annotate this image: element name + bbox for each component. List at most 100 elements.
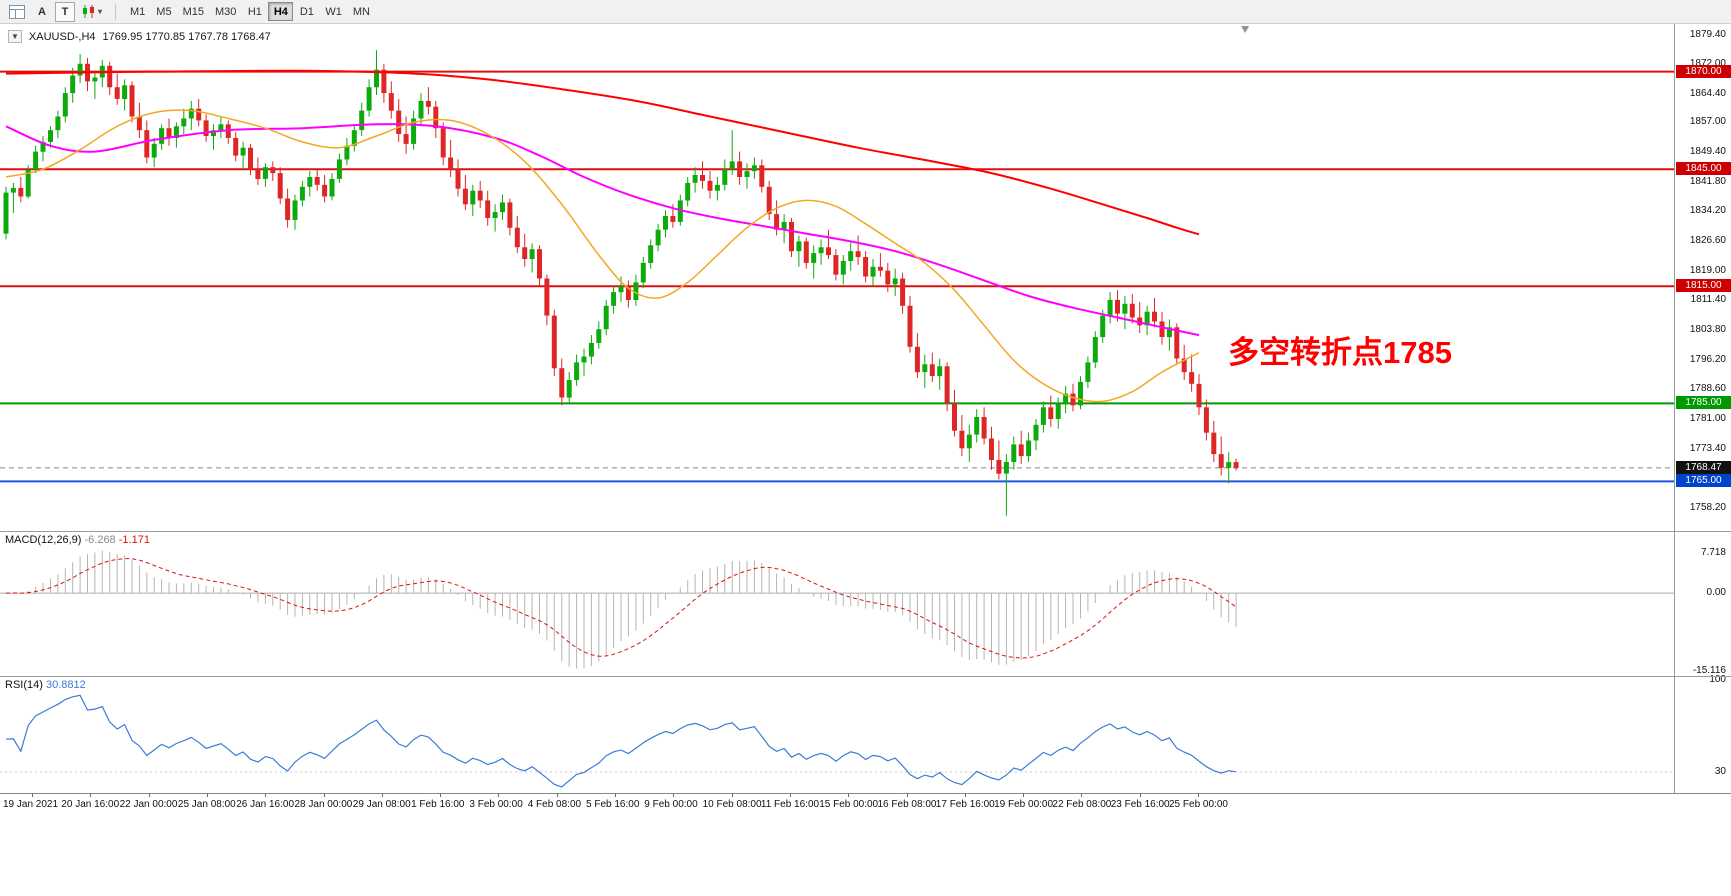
time-label: 15 Feb 00:00 [819,799,879,810]
price-tick-label: 1826.60 [1689,235,1726,246]
time-tick [323,794,325,797]
time-label: 19 Jan 2021 [3,799,59,810]
time-tick [498,794,500,797]
time-tick [32,794,33,797]
timeframe-h1-button[interactable]: H1 [242,2,267,21]
pane-separator [0,676,1731,677]
time-tick [90,794,92,797]
time-tick [148,794,150,797]
macd-main-value: -6.268 [84,534,116,546]
rsi-indicator-chart[interactable] [0,676,1674,793]
time-label: 25 Jan 08:00 [177,799,236,810]
timeframe-m1-button[interactable]: M1 [125,2,150,21]
price-tick-label: 1849.40 [1689,146,1726,157]
timeframe-m30-button[interactable]: M30 [210,2,241,21]
price-tick-label: 1811.40 [1690,294,1726,306]
time-label: 10 Feb 08:00 [702,799,762,810]
price-tick-label: 1788.60 [1689,383,1726,395]
time-tick [615,794,616,797]
time-label: 17 Feb 16:00 [935,799,995,810]
chevron-down-icon: ▾ [98,7,103,16]
symbol-dropdown-icon[interactable]: ▼ [8,30,22,43]
price-badge: 1765.00 [1676,474,1731,488]
timeframe-m5-button[interactable]: M5 [151,2,176,21]
time-label: 22 Jan 00:00 [119,799,178,810]
timeframe-buttons: M1 M5 M15 M30 H1 H4 D1 W1 MN [125,2,375,21]
indicators-dropdown-button[interactable]: ▾ [78,2,106,22]
time-tick [265,794,267,797]
timeframe-m15-button[interactable]: M15 [178,2,209,21]
price-badge: 1768.47 [1676,460,1731,474]
grid-icon [9,4,25,19]
time-label: 26 Jan 16:00 [236,799,295,810]
price-tick-label: 1803.80 [1689,324,1726,335]
chart-grid-icon[interactable] [5,2,29,22]
time-label: 1 Feb 16:00 [411,799,465,810]
rsi-axis-label: 30 [1714,766,1726,777]
time-label: 4 Feb 08:00 [527,799,582,810]
time-label: 22 Feb 08:00 [1052,799,1112,810]
macd-label: MACD(12,26,9) -6.268 -1.171 [5,534,150,546]
time-label: 20 Jan 16:00 [61,799,120,810]
macd-signal-value: -1.171 [118,534,150,546]
cursor-tool-button[interactable]: A [32,2,52,22]
macd-indicator-chart[interactable] [0,531,1674,676]
price-badge: 1815.00 [1676,279,1731,293]
toolbar-separator [115,3,117,20]
price-tick-label: 1796.20 [1689,353,1726,365]
time-label: 16 Feb 08:00 [877,799,937,810]
chart-title: ▼ XAUUSD-,H4 1769.95 1770.85 1767.78 176… [8,30,271,43]
macd-axis-label: -15.116 [1692,665,1726,677]
time-label: 5 Feb 16:00 [586,799,640,810]
macd-axis-label: 0.00 [1706,587,1726,599]
price-scale[interactable]: 1879.40 1872.00 1864.40 1857.00 1849.40 1841.… [1674,24,1731,793]
price-tick-label: 1857.00 [1689,116,1726,128]
price-badge: 1785.00 [1676,396,1731,410]
rsi-name: RSI(14) [5,679,43,691]
text-tool-button[interactable]: T [55,1,75,22]
annotation-text: 多空转折点1785 [1228,335,1452,370]
time-label: 19 Feb 00:00 [994,799,1054,810]
price-tick-label: 1841.80 [1689,175,1726,187]
pane-separator [0,531,1731,532]
rsi-value: 30.8812 [45,679,86,691]
price-badge: 1845.00 [1676,162,1731,176]
symbol-period-label: XAUUSD-,H4 [28,30,96,43]
time-tick [789,794,791,797]
time-tick [1198,794,1199,797]
time-tick [1081,794,1083,797]
price-tick-label: 1819.00 [1689,264,1726,276]
timeframe-mn-button[interactable]: MN [348,2,375,21]
time-tick [440,794,442,797]
time-tick [906,794,908,797]
time-axis[interactable]: 19 Jan 2021 20 Jan 16:00 22 Jan 00:00 25 Ja… [0,793,1731,814]
timeframe-h4-button[interactable]: H4 [268,2,294,21]
timeframe-w1-button[interactable]: W1 [320,2,347,21]
time-tick [1139,794,1141,797]
chart-area: ▼ XAUUSD-,H4 1769.95 1770.85 1767.78 176… [0,24,1731,896]
price-tick-label: 1781.00 [1689,413,1726,424]
time-label: 9 Feb 00:00 [644,799,698,810]
price-tick-label: 1834.20 [1689,205,1726,217]
macd-axis-label: 7.718 [1700,547,1726,559]
main-price-chart[interactable] [0,24,1674,531]
top-toolbar: A T ▾ M1 M5 M15 M30 H1 H4 D1 W1 MN [0,0,1731,24]
candlestick-icon [83,5,94,18]
time-label: 3 Feb 00:00 [469,799,523,810]
price-badge: 1870.00 [1676,64,1731,78]
time-label: 29 Jan 08:00 [352,799,411,810]
time-tick [731,794,733,797]
time-tick [556,794,558,797]
price-tick-label: 1879.40 [1689,28,1726,40]
time-label: 23 Feb 16:00 [1110,799,1170,810]
price-tick-label: 1773.40 [1689,442,1726,454]
time-tick [381,794,383,797]
rsi-axis-label: 100 [1709,673,1726,685]
rsi-label: RSI(14) 30.8812 [5,679,86,691]
timeframe-d1-button[interactable]: D1 [294,2,319,21]
time-tick [1023,794,1025,797]
macd-name: MACD(12,26,9) [5,534,82,546]
time-tick [964,794,966,797]
price-tick-label: 1758.20 [1689,502,1726,513]
time-label: 25 Feb 00:00 [1169,799,1228,810]
